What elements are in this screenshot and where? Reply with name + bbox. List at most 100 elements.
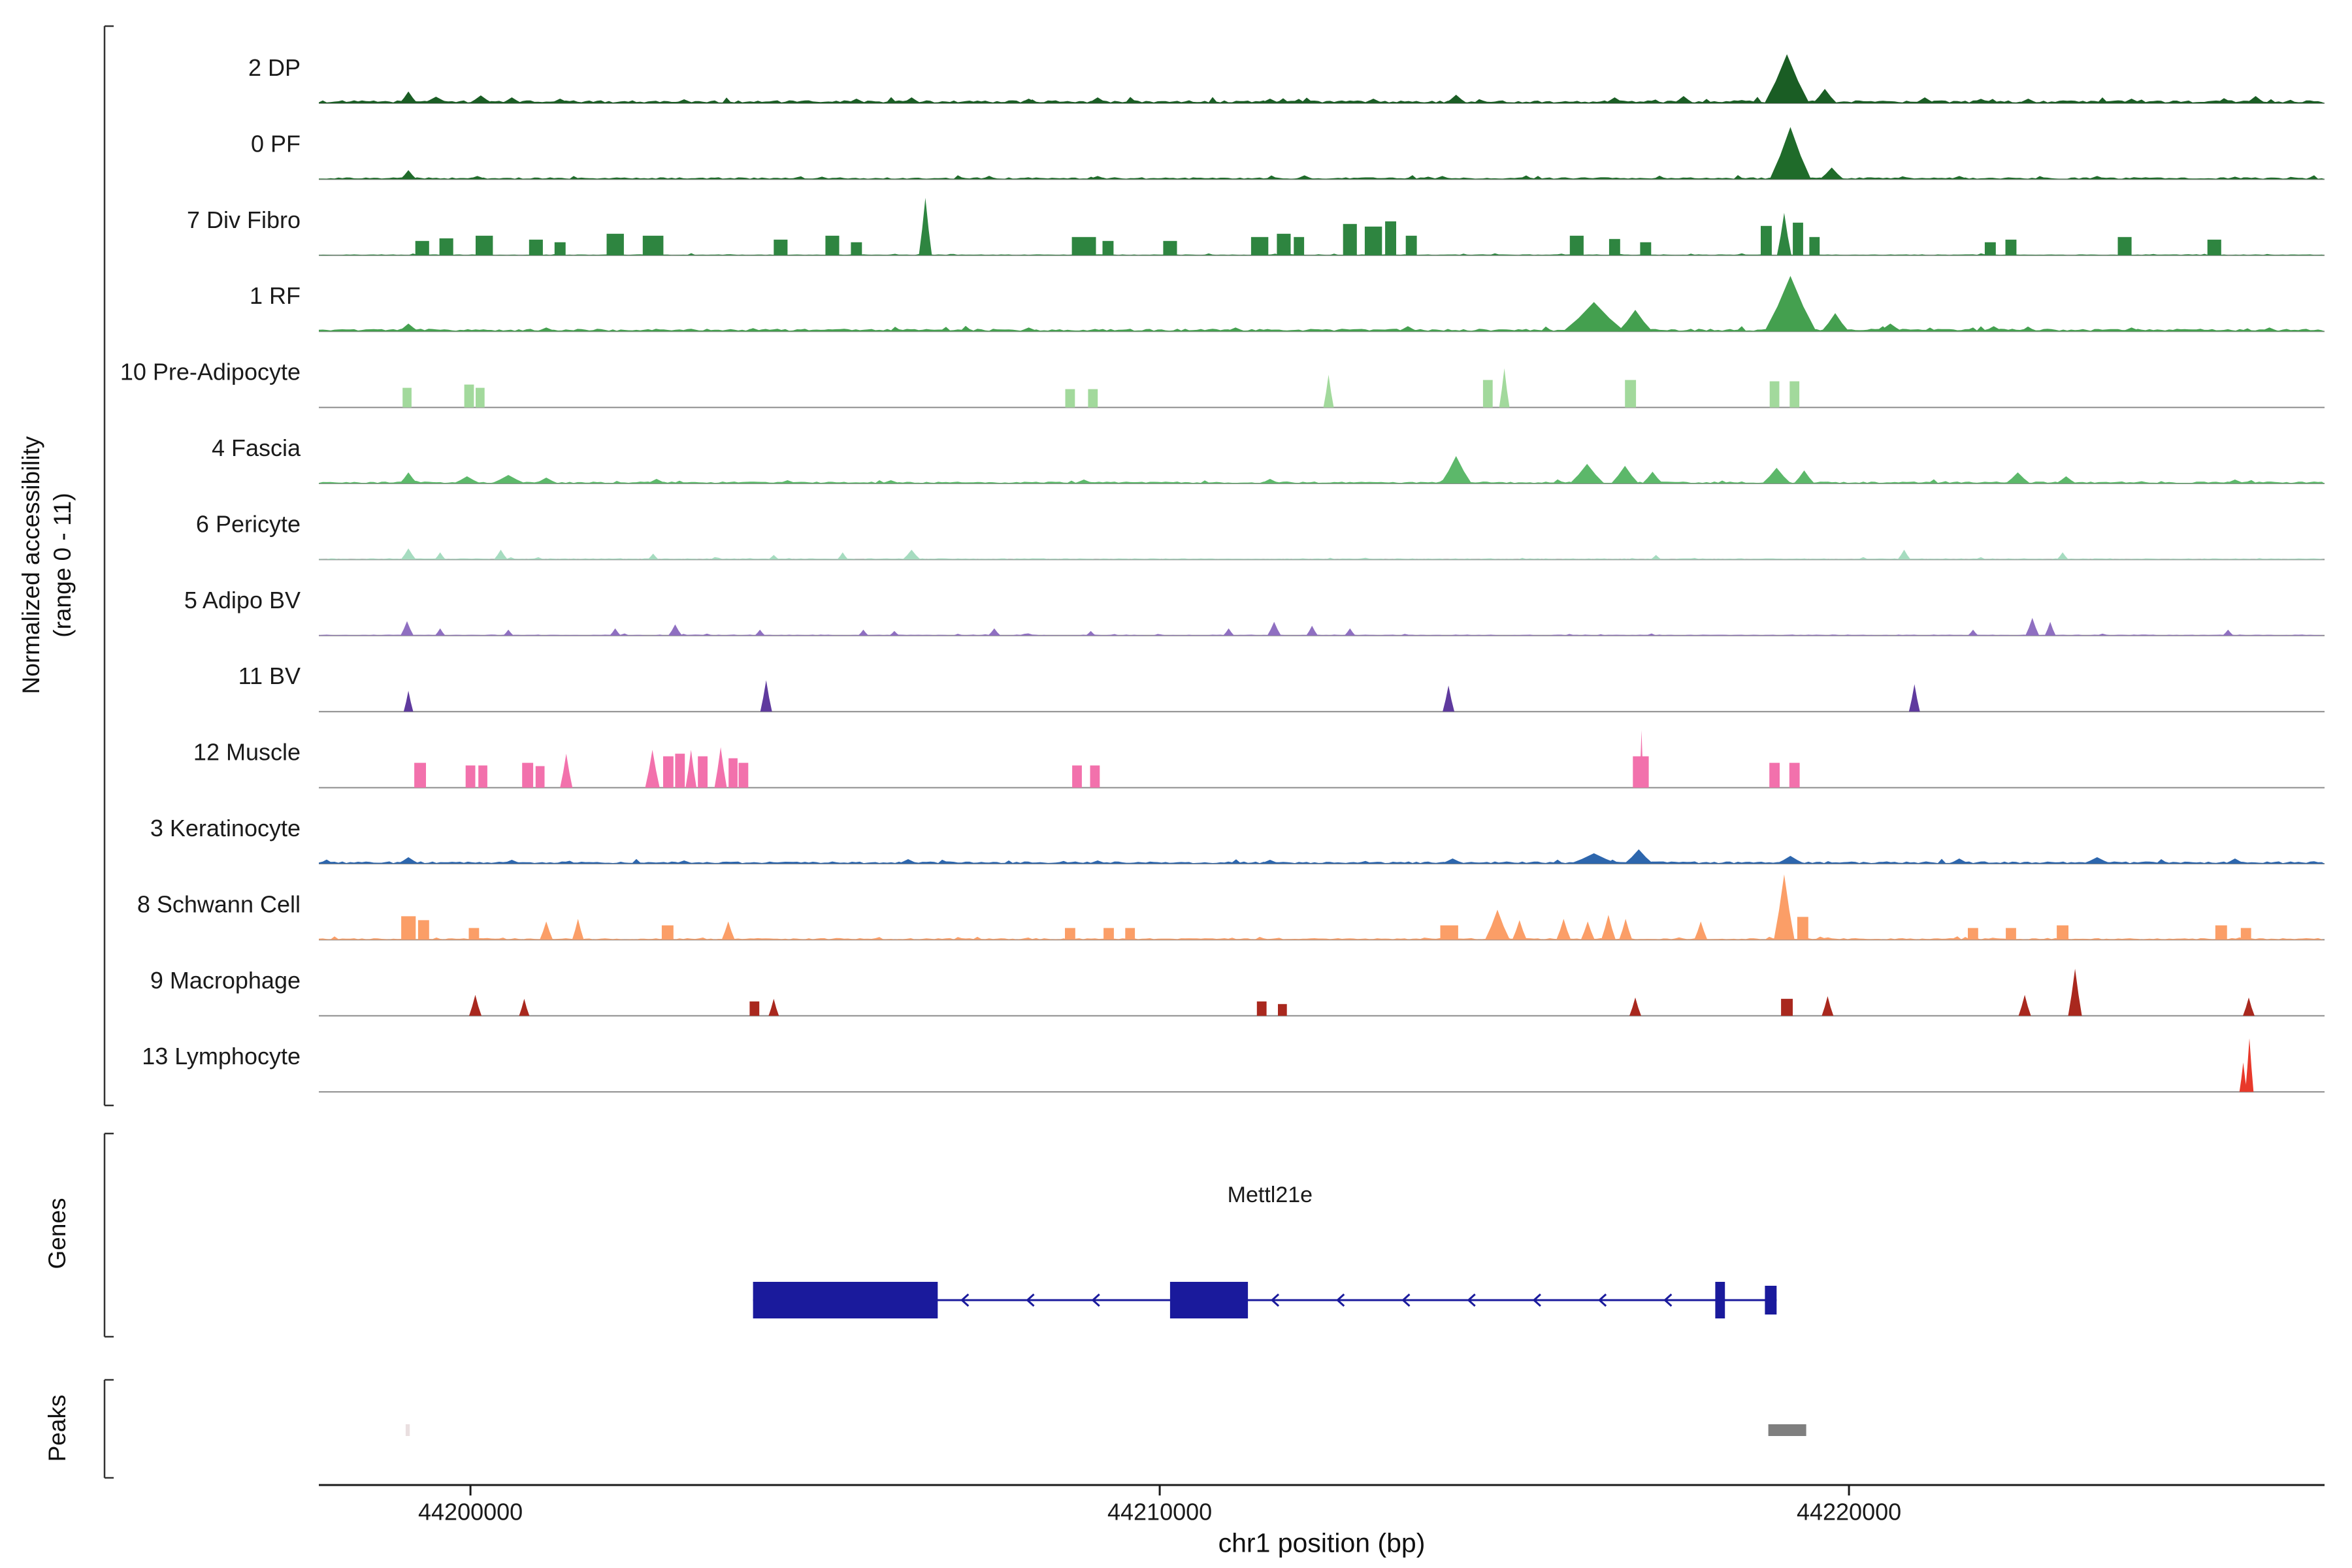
track-1-rf: 1 RF xyxy=(250,276,2325,333)
strand-arrow-left-icon xyxy=(1467,1293,1476,1307)
signal-peak xyxy=(1163,240,1177,255)
signal-peak xyxy=(540,921,553,940)
tracks-axis-bracket xyxy=(103,25,114,1107)
strand-arrow-left-icon xyxy=(1401,1293,1411,1307)
signal-peak xyxy=(738,762,749,788)
signal-peak xyxy=(1443,685,1455,712)
strand-arrow-left-icon xyxy=(1270,1293,1280,1307)
track-9-macrophage: 9 Macrophage xyxy=(150,967,2325,1017)
signal-peak xyxy=(2121,99,2142,103)
signal-peak xyxy=(1250,237,1269,255)
signal-peak xyxy=(469,994,482,1016)
signal-peak xyxy=(535,766,545,788)
signal-peak xyxy=(572,919,584,940)
signal-peak xyxy=(1344,628,1356,636)
signal-peak xyxy=(1405,235,1417,255)
signal-peak xyxy=(988,628,1001,636)
track-label: 11 BV xyxy=(238,662,301,689)
signal-peak xyxy=(549,99,571,103)
signal-peak xyxy=(1673,96,1694,103)
track-noise-signal xyxy=(319,936,2325,940)
track-label: 4 Fascia xyxy=(212,434,301,461)
signal-peak xyxy=(1769,127,1811,180)
signal-peak xyxy=(1604,97,1625,103)
track-4-fascia: 4 Fascia xyxy=(212,434,2325,484)
signal-peak xyxy=(902,97,922,103)
signal-peak xyxy=(400,170,417,180)
signal-peak xyxy=(1073,480,1094,483)
signal-peak xyxy=(1431,176,1453,180)
signal-peak xyxy=(434,552,446,560)
signal-peak xyxy=(768,555,779,560)
signal-peak xyxy=(1793,470,1815,483)
signal-peak xyxy=(1968,629,1978,636)
signal-peak xyxy=(1764,276,1816,332)
signal-peak xyxy=(503,629,514,636)
signal-peak xyxy=(1949,858,1970,864)
signal-peak xyxy=(1065,389,1075,408)
signal-peak xyxy=(647,553,659,560)
signal-peak xyxy=(714,747,727,788)
signal-peak xyxy=(1499,368,1510,408)
signal-peak xyxy=(1260,99,1281,103)
signal-peak xyxy=(1103,928,1114,940)
gene-exon xyxy=(1715,1282,1725,1318)
track-label: 6 Pericyte xyxy=(196,510,301,537)
signal-peak xyxy=(501,860,523,864)
signal-peak xyxy=(1018,327,1039,332)
y-axis-label-line2: (range 0 - 11) xyxy=(49,493,76,638)
track-10-pre-adipocyte: 10 Pre-Adipocyte xyxy=(120,359,2325,408)
signal-peak xyxy=(468,95,493,103)
signal-peak xyxy=(728,758,738,788)
signal-peak xyxy=(1640,242,1652,255)
y-axis-label-line1: Normalized accessibility xyxy=(17,436,44,694)
signal-peak xyxy=(1776,212,1791,255)
track-noise-signal xyxy=(319,557,2325,560)
signal-peak xyxy=(1821,996,1834,1016)
signal-peak xyxy=(400,548,416,560)
signal-peak xyxy=(476,235,493,255)
signal-peak xyxy=(1277,233,1291,255)
signal-peak xyxy=(476,387,485,408)
gene-name-label: Mettl21e xyxy=(1228,1183,1313,1207)
signal-peak xyxy=(2243,997,2255,1016)
gene-model-mettl21e: Mettl21e xyxy=(753,1183,1777,1318)
signal-peak xyxy=(1072,765,1082,788)
signal-peak xyxy=(2240,928,2251,940)
track-label: 8 Schwann Cell xyxy=(137,890,301,917)
signal-peak xyxy=(661,925,674,940)
track-12-muscle: 12 Muscle xyxy=(193,730,2325,789)
signal-peak xyxy=(1897,549,1911,560)
signal-peak xyxy=(1441,456,1472,483)
signal-peak xyxy=(2225,480,2246,483)
signal-peak xyxy=(1629,997,1641,1016)
signal-peak xyxy=(2005,472,2031,483)
signal-peak xyxy=(434,628,446,636)
signal-peak xyxy=(742,328,764,332)
signal-peak xyxy=(1983,326,2004,332)
x-axis-title: chr1 position (bp) xyxy=(1218,1527,1426,1558)
signal-peak xyxy=(837,552,849,560)
signal-peak xyxy=(1764,54,1810,103)
signal-peak xyxy=(422,97,450,103)
signal-peak xyxy=(1820,167,1844,180)
strand-arrow-left-icon xyxy=(1026,1293,1035,1307)
signal-peak xyxy=(1323,374,1334,408)
gene-exon xyxy=(1169,1282,1249,1318)
signal-peak xyxy=(397,857,419,864)
signal-peak xyxy=(2239,1062,2247,1092)
track-noise-signal xyxy=(319,253,2325,255)
signal-peak xyxy=(1624,849,1654,864)
signal-peak xyxy=(1563,302,1625,332)
track-noise-signal xyxy=(319,175,2325,180)
signal-peak xyxy=(1294,175,1315,180)
signal-peak xyxy=(464,384,474,408)
signal-peak xyxy=(663,756,674,788)
gene-exon xyxy=(1765,1286,1777,1315)
signal-peak xyxy=(1694,921,1708,940)
signal-peak xyxy=(1618,310,1653,332)
signal-peak xyxy=(811,176,832,180)
signal-peak xyxy=(1364,226,1382,255)
strand-arrow-left-icon xyxy=(960,1293,970,1307)
signal-peak xyxy=(610,628,621,636)
